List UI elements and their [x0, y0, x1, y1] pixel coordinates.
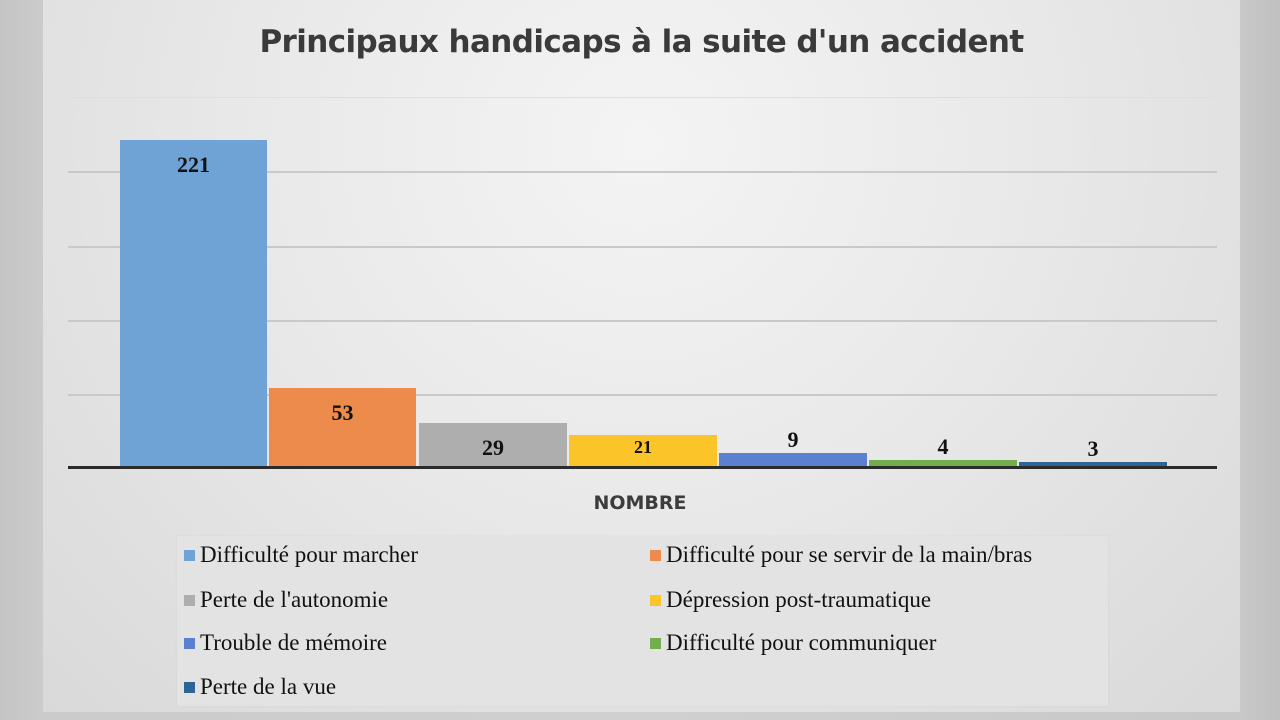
data-label: 221 — [177, 152, 210, 177]
legend-swatch-icon — [650, 637, 661, 649]
legend: Difficulté pour marcher Difficulté pour … — [177, 536, 1108, 706]
legend-swatch-icon — [650, 594, 661, 606]
legend-label: Difficulté pour marcher — [200, 542, 418, 567]
gridline-200 — [68, 171, 1217, 173]
legend-item-perte-autonomie[interactable]: Perte de l'autonomie — [184, 587, 388, 613]
legend-swatch-icon — [184, 637, 195, 649]
legend-swatch-icon — [650, 549, 661, 561]
data-label: 29 — [482, 435, 504, 460]
gridline-150 — [68, 246, 1217, 248]
bar-trouble-memoire[interactable]: 9 — [719, 427, 867, 466]
gridline-250 — [68, 97, 1217, 98]
chart-title: Principaux handicaps à la suite d'un acc… — [259, 24, 1024, 60]
legend-item-trouble-memoire[interactable]: Trouble de mémoire — [184, 630, 387, 656]
x-axis-line — [68, 466, 1217, 469]
plot-area: 221 53 29 21 9 4 3 — [68, 97, 1217, 469]
bar-perte-vue[interactable]: 3 — [1019, 436, 1167, 466]
bar-difficulte-marcher[interactable]: 221 — [120, 140, 267, 466]
legend-label: Trouble de mémoire — [200, 630, 387, 655]
legend-item-difficulte-communiquer[interactable]: Difficulté pour communiquer — [650, 630, 936, 656]
legend-item-difficulte-main-bras[interactable]: Difficulté pour se servir de la main/bra… — [650, 542, 1032, 568]
legend-item-difficulte-marcher[interactable]: Difficulté pour marcher — [184, 542, 418, 568]
legend-swatch-icon — [184, 594, 195, 606]
data-label: 21 — [634, 437, 652, 457]
bar-depression-post-traumatique[interactable]: 21 — [569, 435, 717, 466]
legend-item-depression[interactable]: Dépression post-traumatique — [650, 587, 931, 613]
data-label: 3 — [1087, 436, 1099, 461]
gridline-50 — [68, 394, 1217, 396]
legend-label: Perte de l'autonomie — [200, 587, 389, 612]
x-axis-label: NOMBRE — [593, 492, 687, 514]
data-label: 9 — [787, 427, 799, 452]
data-label: 53 — [331, 400, 354, 425]
legend-label: Dépression post-traumatique — [666, 587, 932, 612]
bar-perte-autonomie[interactable]: 29 — [419, 423, 567, 466]
bar-difficulte-communiquer[interactable]: 4 — [869, 434, 1017, 466]
legend-item-perte-vue[interactable]: Perte de la vue — [184, 674, 336, 700]
data-label: 4 — [937, 434, 949, 459]
bar-difficulte-main-bras[interactable]: 53 — [269, 388, 416, 466]
legend-label: Perte de la vue — [200, 674, 337, 699]
legend-swatch-icon — [184, 549, 195, 561]
legend-label: Difficulté pour communiquer — [666, 630, 937, 655]
gridline-100 — [68, 320, 1217, 322]
legend-label: Difficulté pour se servir de la main/bra… — [666, 542, 1033, 567]
legend-swatch-icon — [184, 681, 195, 693]
